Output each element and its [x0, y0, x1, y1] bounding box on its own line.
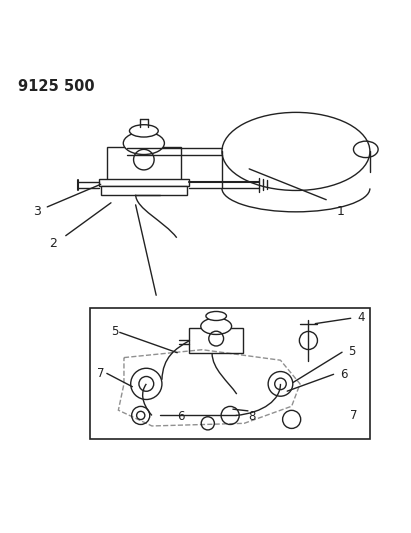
Circle shape [283, 410, 301, 429]
Text: 9125 500: 9125 500 [18, 79, 95, 94]
Text: 7: 7 [350, 409, 358, 422]
Text: 3: 3 [33, 205, 41, 217]
Circle shape [268, 372, 293, 396]
Text: 2: 2 [49, 237, 58, 251]
Text: 5: 5 [349, 345, 356, 359]
Text: 6: 6 [340, 368, 348, 381]
Ellipse shape [206, 311, 226, 320]
Bar [99, 179, 189, 187]
Bar [90, 308, 370, 439]
Bar [101, 185, 187, 195]
Text: 1: 1 [337, 205, 345, 217]
Text: 5: 5 [111, 325, 118, 338]
Bar [189, 328, 243, 353]
Text: 4: 4 [358, 311, 365, 325]
Bar [107, 147, 181, 180]
Circle shape [201, 417, 215, 430]
Circle shape [299, 332, 317, 350]
Text: 7: 7 [97, 367, 105, 380]
Ellipse shape [201, 318, 232, 335]
Circle shape [131, 368, 162, 400]
Text: 6: 6 [178, 410, 185, 423]
Circle shape [132, 406, 150, 424]
Ellipse shape [129, 125, 158, 137]
Text: 8: 8 [249, 410, 256, 423]
Circle shape [221, 406, 239, 424]
Ellipse shape [123, 132, 164, 155]
